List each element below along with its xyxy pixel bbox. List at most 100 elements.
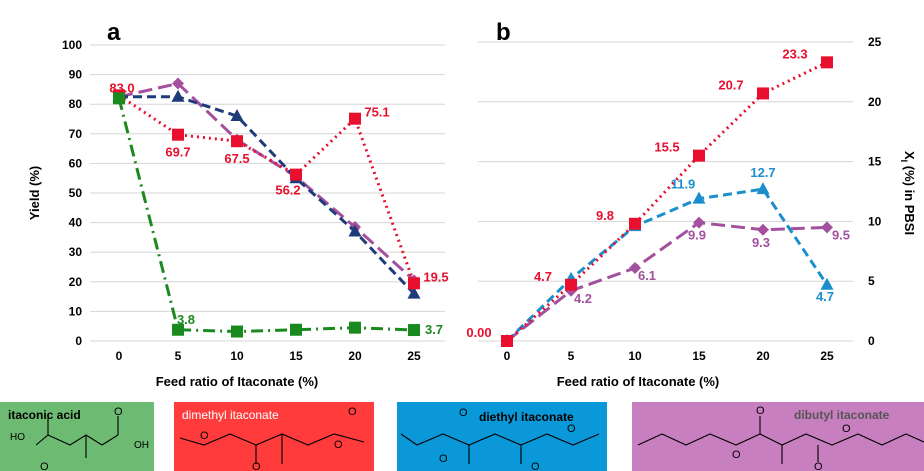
data-label-butyl: 9.3: [752, 235, 770, 250]
series-line-butyl: [118, 81, 416, 282]
panel-a-data-labels: 83.0 69.7 67.5 56.2 75.1 19.5 3.8 3.7: [109, 80, 448, 337]
data-label-methyl: 69.7: [165, 145, 190, 160]
atom-label: O: [531, 461, 540, 471]
compound-box-diethyl-itaconate: diethyl itaconate O O O O: [397, 402, 607, 471]
atom-label: O: [252, 461, 261, 471]
atom-label: O: [40, 461, 49, 471]
data-point-butyl: [629, 262, 641, 275]
atom-label: O: [842, 423, 851, 435]
data-point-butyl: [757, 223, 769, 236]
compound-box-dibutyl-itaconate: dibutyl itaconate O O O O: [632, 402, 924, 471]
data-point-methyl: [408, 277, 420, 290]
panel-a-series: [112, 77, 421, 338]
data-point-methyl: [172, 128, 184, 141]
panel-a-ticks: 0 10 20 30 40 50 60 70 80 90 100 0 5 10 15 20 25: [62, 38, 421, 363]
atom-label: O: [334, 439, 343, 451]
series-line-ethyl: [119, 95, 416, 295]
series-line-methyl: [118, 94, 416, 284]
panel-b-y-axis-subscript: I: [899, 160, 909, 163]
panel-b-ticks: 0 5 10 15 20 25 0 5 10 15 20 25: [504, 35, 882, 363]
data-label-methyl: 75.1: [364, 105, 389, 120]
data-label-butyl: 9.9: [688, 228, 706, 243]
panel-b-gridlines: [478, 41, 853, 342]
data-point-butyl: [821, 221, 833, 234]
box-background: [174, 402, 374, 471]
x-tick-label: 10: [628, 349, 642, 363]
data-point-ethyl: [407, 286, 421, 299]
series-line-ethyl: [505, 187, 829, 343]
atom-label: O: [567, 423, 576, 435]
x-tick-label: 0: [504, 349, 511, 363]
x-tick-label: 20: [756, 349, 770, 363]
data-point-butyl: [172, 77, 184, 90]
compound-box-dimethyl-itaconate: dimethyl itaconate O O O O: [174, 402, 374, 471]
data-point-acid: [290, 323, 302, 336]
series-line-acid: [117, 97, 415, 334]
y-tick-label: 0: [868, 334, 875, 348]
data-point-methyl: [349, 112, 361, 125]
panel-b-y-axis-symbol: X: [902, 151, 917, 160]
atom-label: O: [814, 461, 823, 471]
data-label-ethyl: 11.9: [671, 177, 696, 192]
x-tick-label: 15: [692, 349, 706, 363]
y-tick-label: 15: [868, 155, 882, 169]
panel-b-y-axis-rest: (%) in PBSI: [902, 162, 917, 235]
figure: a Feed ratio of Itaconate (%) Yield (%) …: [27, 19, 917, 389]
panel-b-y-axis-title: XI (%) in PBSI: [899, 151, 917, 235]
y-tick-label: 70: [69, 127, 83, 141]
data-label-butyl: 6.1: [638, 268, 656, 283]
data-label-methyl: 23.3: [782, 46, 807, 61]
skeleton-bond: [179, 433, 365, 446]
y-tick-label: 80: [69, 97, 83, 111]
y-tick-label: 10: [868, 214, 882, 228]
y-tick-label: 90: [69, 68, 83, 82]
x-tick-label: 10: [230, 349, 244, 363]
box-background: [632, 402, 924, 471]
data-label-butyl: 9.5: [832, 227, 850, 242]
atom-label: O: [756, 405, 765, 417]
y-tick-label: 60: [69, 156, 83, 170]
series-line-methyl: [506, 60, 828, 343]
data-label-ethyl: 12.7: [750, 165, 775, 180]
y-tick-label: 40: [69, 216, 83, 230]
data-point-ethyl: [756, 182, 770, 195]
data-point-ethyl: [348, 224, 362, 237]
panel-b-chart: b Feed ratio of Itaconate (%) XI (%) in …: [466, 19, 917, 389]
data-label-methyl: 67.5: [224, 151, 249, 166]
data-point-methyl: [231, 135, 243, 148]
data-label-acid: 3.7: [425, 322, 443, 337]
compound-box-itaconic-acid: itaconic acid O HO OH O: [0, 402, 154, 471]
data-label-methyl: 20.7: [718, 77, 743, 92]
data-label-methyl: 0.00: [466, 325, 491, 340]
data-point-acid: [408, 324, 420, 337]
y-tick-label: 20: [69, 275, 83, 289]
data-point-methyl: [629, 217, 641, 230]
y-tick-label: 25: [868, 35, 882, 49]
y-tick-label: 5: [868, 274, 875, 288]
atom-label: HO: [10, 432, 25, 443]
compound-name: dimethyl itaconate: [182, 408, 279, 422]
panel-b-letter: b: [496, 19, 511, 46]
x-tick-label: 5: [175, 349, 182, 363]
x-tick-label: 20: [348, 349, 362, 363]
x-tick-label: 25: [820, 349, 834, 363]
data-label-butyl: 4.2: [574, 291, 592, 306]
panel-a-gridlines: [90, 44, 445, 342]
compound-name: diethyl itaconate: [479, 410, 574, 424]
data-point-methyl: [565, 278, 577, 291]
x-tick-label: 0: [116, 349, 123, 363]
x-tick-label: 5: [568, 349, 575, 363]
panel-b-series: [500, 56, 834, 347]
data-point-methyl: [693, 149, 705, 162]
y-tick-label: 20: [868, 95, 882, 109]
compound-name: itaconic acid: [8, 408, 81, 422]
panel-a-x-axis-title: Feed ratio of Itaconate (%): [156, 374, 319, 389]
data-point-acid: [172, 323, 184, 336]
data-point-methyl: [290, 168, 302, 181]
atom-label: O: [348, 406, 357, 418]
skeleton-bond: [400, 433, 600, 446]
atom-label: O: [459, 407, 468, 419]
series-line-butyl: [506, 221, 828, 343]
skeleton-bond: [35, 434, 103, 446]
data-point-acid: [113, 92, 125, 105]
